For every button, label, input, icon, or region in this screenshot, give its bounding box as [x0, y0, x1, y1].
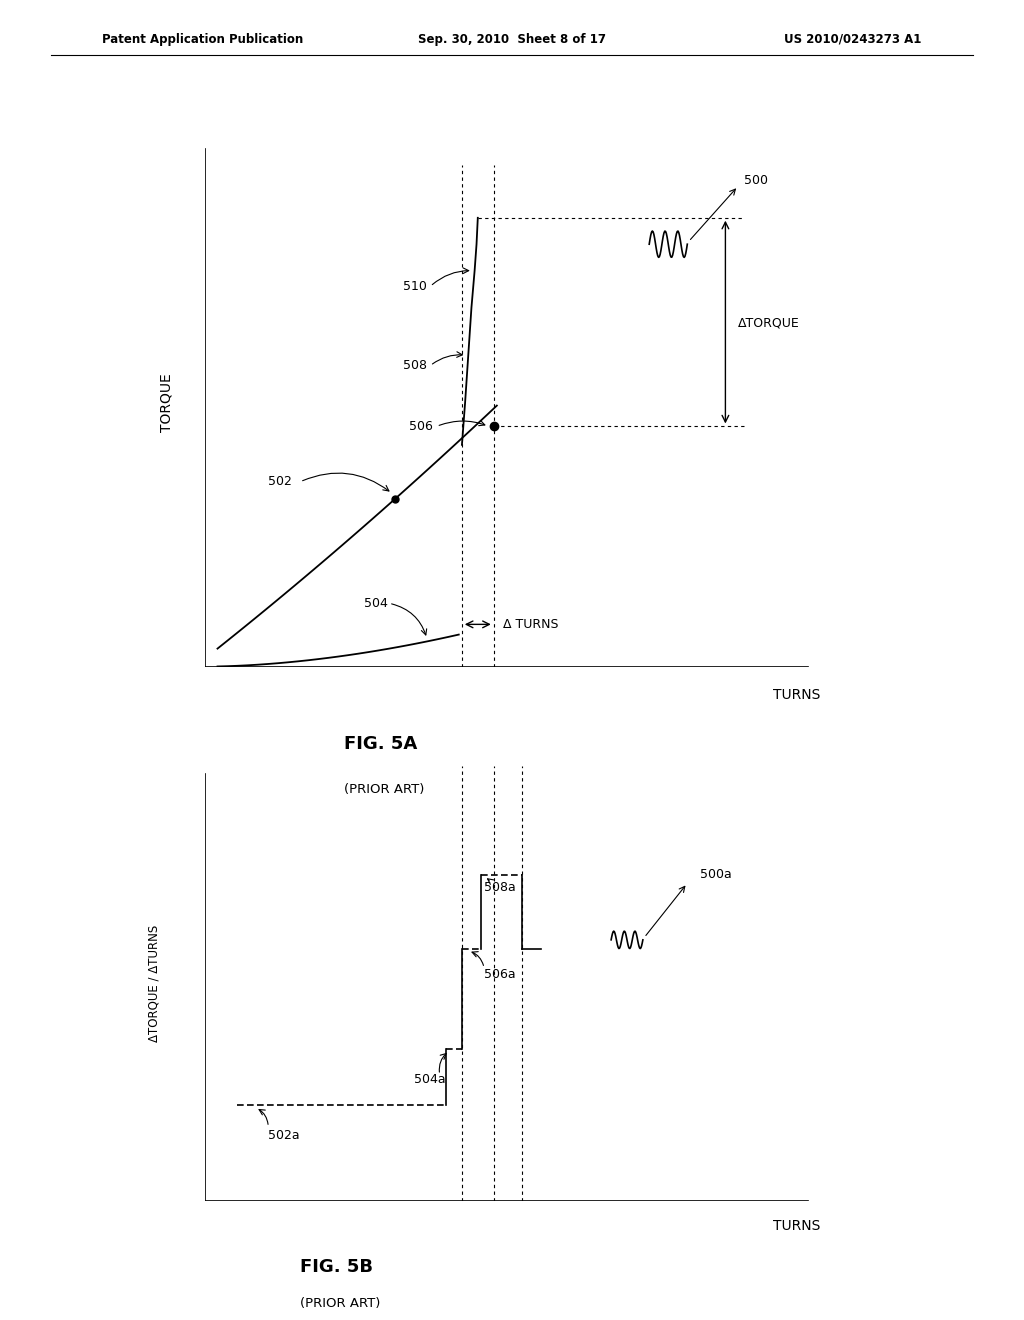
Text: 500a: 500a — [700, 869, 732, 880]
Text: TURNS: TURNS — [773, 688, 820, 702]
Text: ΔTORQUE / ΔTURNS: ΔTORQUE / ΔTURNS — [147, 925, 161, 1041]
Text: FIG. 5A: FIG. 5A — [344, 735, 418, 754]
Text: 508a: 508a — [484, 880, 516, 894]
Text: Δ TURNS: Δ TURNS — [503, 618, 559, 631]
Text: 502a: 502a — [268, 1130, 300, 1142]
Text: (PRIOR ART): (PRIOR ART) — [344, 783, 425, 796]
Text: US 2010/0243273 A1: US 2010/0243273 A1 — [784, 33, 922, 46]
Text: Patent Application Publication: Patent Application Publication — [102, 33, 304, 46]
Text: ΔTORQUE: ΔTORQUE — [738, 317, 800, 330]
Text: TURNS: TURNS — [773, 1218, 820, 1233]
Text: TORQUE: TORQUE — [160, 374, 174, 432]
Text: 510: 510 — [403, 280, 427, 293]
Text: 502: 502 — [268, 475, 292, 488]
Text: Sep. 30, 2010  Sheet 8 of 17: Sep. 30, 2010 Sheet 8 of 17 — [418, 33, 606, 46]
Text: (PRIOR ART): (PRIOR ART) — [300, 1298, 380, 1309]
Text: 504: 504 — [364, 597, 387, 610]
Text: 506: 506 — [410, 420, 433, 433]
Text: 508: 508 — [403, 359, 427, 372]
Text: 506a: 506a — [484, 968, 516, 981]
Text: 500: 500 — [744, 174, 768, 187]
Text: 504a: 504a — [415, 1073, 445, 1086]
Text: FIG. 5B: FIG. 5B — [300, 1258, 373, 1276]
